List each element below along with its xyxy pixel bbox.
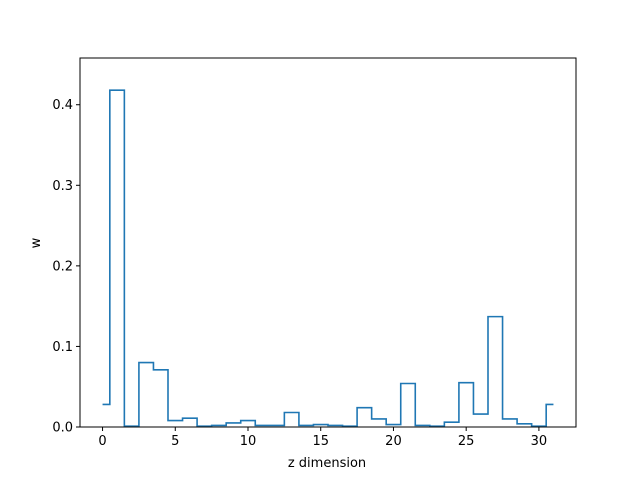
y-axis-label: w xyxy=(29,237,44,248)
x-tick-label: 0 xyxy=(98,434,106,449)
x-tick-label: 25 xyxy=(458,434,475,449)
x-tick-label: 20 xyxy=(385,434,402,449)
y-tick-label: 0.1 xyxy=(52,340,73,355)
y-tick-label: 0.4 xyxy=(52,98,73,113)
y-tick-label: 0.0 xyxy=(52,421,73,436)
x-axis: 0 5 10 15 20 25 30 xyxy=(98,427,547,449)
x-tick-label: 10 xyxy=(240,434,257,449)
x-tick-label: 15 xyxy=(312,434,329,449)
y-axis: 0.0 0.1 0.2 0.3 0.4 xyxy=(52,98,80,436)
x-axis-label: z dimension xyxy=(288,456,366,471)
y-tick-label: 0.3 xyxy=(52,179,73,194)
y-tick-label: 0.2 xyxy=(52,259,73,274)
x-tick-label: 5 xyxy=(171,434,179,449)
series-step-line xyxy=(102,89,554,427)
plot-area xyxy=(102,89,554,427)
x-tick-label: 30 xyxy=(531,434,548,449)
plot-frame xyxy=(79,57,577,428)
